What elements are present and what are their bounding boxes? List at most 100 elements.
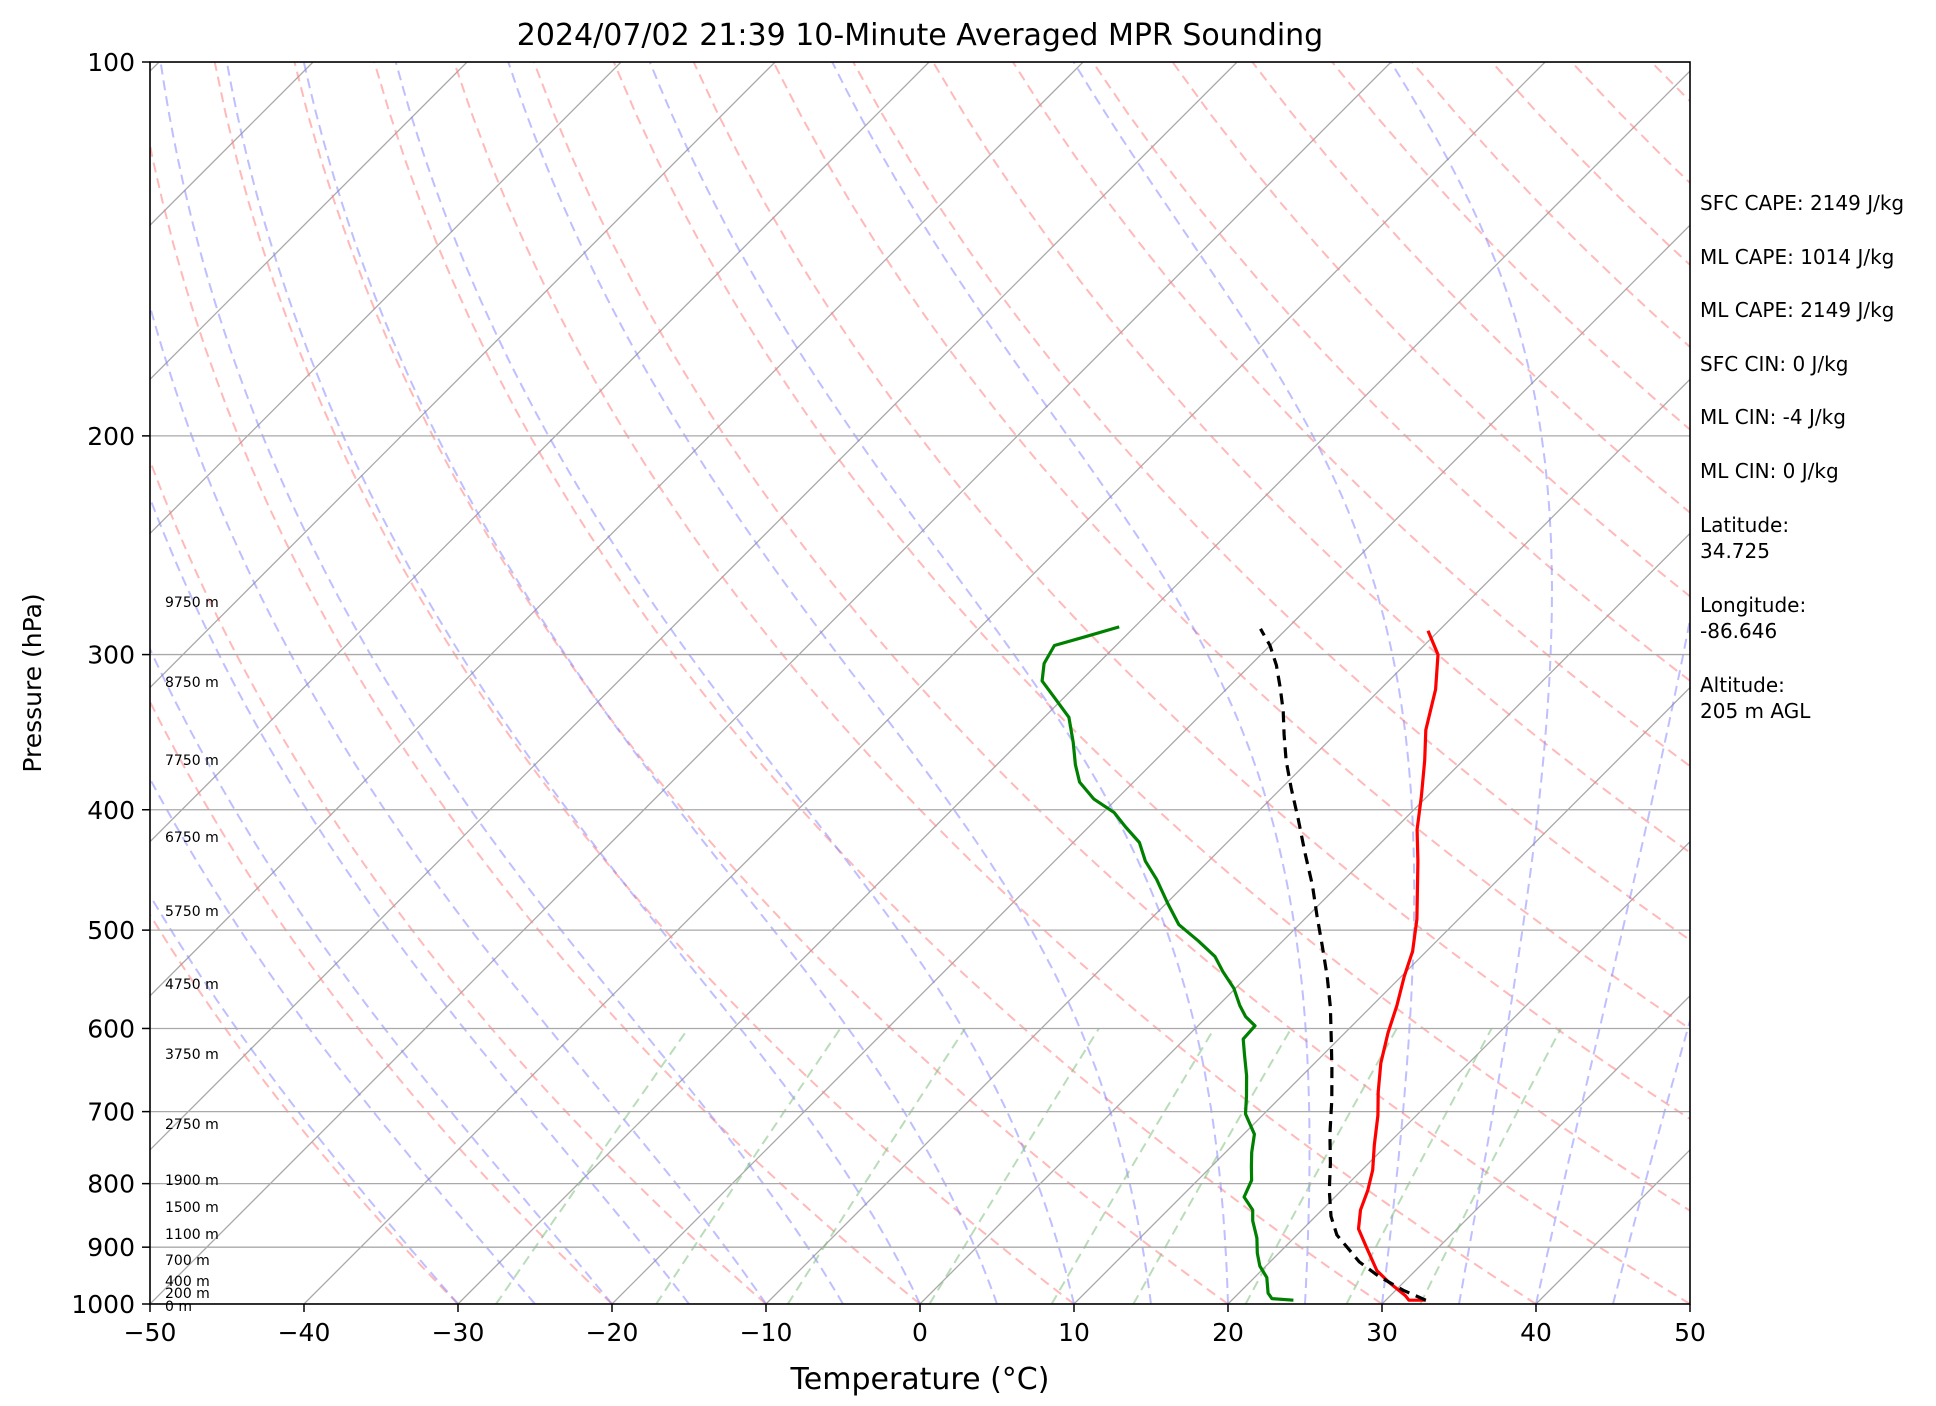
height-labels: 9750 m 8750 m 7750 m 6750 m 5750 m 4750 …: [165, 595, 219, 1315]
temperature-line: [1356, 630, 1440, 1302]
x-tick-label: 50: [1674, 1318, 1706, 1347]
sfc-cape-text: SFC CAPE: 2149 J/kg: [1700, 191, 1904, 215]
mixing-ratio-line: [1050, 1027, 1216, 1304]
side-panel: SFC CAPE: 2149 J/kg ML CAPE: 1014 J/kg M…: [1700, 191, 1904, 723]
x-tick-label: 10: [1058, 1318, 1090, 1347]
plot-frame: [149, 61, 1691, 1305]
x-tick-label: −50: [124, 1318, 177, 1347]
height-label-1100: 1100 m: [165, 1227, 219, 1243]
isotherm-line: [150, 62, 622, 535]
x-tick-label: −30: [432, 1318, 485, 1347]
moist-adiabat-line: [831, 62, 1311, 1304]
moist-adiabat-line: [150, 646, 613, 1304]
isotherm-line: [457, 70, 1690, 1304]
x-axis: −50 −40 −30 −20 −10 0 10 20 30 40 50: [124, 1304, 1706, 1347]
moist-adiabat-line: [150, 302, 767, 1304]
isotherm-line: [1227, 840, 1690, 1304]
moist-adiabat-line: [159, 62, 844, 1304]
sfc-cin-text: SFC CIN: 0 J/kg: [1700, 352, 1848, 376]
mixing-ratio-line: [928, 1027, 1100, 1304]
dry-adiabat-line: [1171, 62, 1690, 598]
moist-adiabat-line: [150, 893, 459, 1304]
latitude-value: 34.725: [1700, 539, 1770, 563]
height-label-5750: 5750 m: [165, 904, 219, 920]
height-label-400: 400 m: [165, 1274, 210, 1290]
dry-adiabat-line: [612, 62, 1690, 1212]
isotherm-line: [303, 62, 1546, 1304]
moist-adiabat-line: [150, 776, 536, 1304]
y-tick-label: 100: [87, 48, 135, 77]
isotherm-line: [150, 62, 1084, 997]
isotherm-line: [765, 378, 1690, 1304]
isotherm-line: [150, 62, 468, 381]
dry-adiabat-line: [150, 457, 767, 1304]
x-axis-label: Temperature (°C): [790, 1362, 1050, 1397]
y-tick-label: 200: [87, 422, 135, 451]
mixing-ratio-line: [655, 1027, 842, 1304]
moist-adiabat-line: [507, 62, 1152, 1304]
height-label-9750: 9750 m: [165, 595, 219, 611]
height-label-1900: 1900 m: [165, 1173, 219, 1189]
ml-cape-text: ML CAPE: 1014 J/kg: [1700, 245, 1894, 269]
y-tick-label: 900: [87, 1233, 135, 1262]
isotherm-line: [150, 62, 776, 689]
height-label-2750: 2750 m: [165, 1117, 219, 1133]
moist-adiabat-line: [1072, 62, 1416, 1304]
y-tick-label: 400: [87, 796, 135, 825]
x-tick-label: −10: [740, 1318, 793, 1347]
dry-adiabat-line: [150, 140, 921, 1304]
mixing-ratio-line: [1419, 1028, 1562, 1304]
dry-adiabat-line: [692, 62, 1690, 1121]
x-tick-label: 30: [1366, 1318, 1398, 1347]
mixing-ratio-line: [1345, 1028, 1493, 1304]
mixing-ratio-line: [786, 1027, 966, 1304]
dry-adiabat-line: [1091, 62, 1690, 683]
dry-adiabat-line: [213, 62, 1075, 1304]
ml-cape-text-2: ML CAPE: 2149 J/kg: [1700, 298, 1894, 322]
moist-adiabat-line: [394, 62, 1075, 1304]
moist-adiabat-line: [1389, 62, 1554, 1304]
longitude-value: -86.646: [1700, 619, 1777, 643]
isobar-grid: [150, 62, 1690, 1304]
isotherm-line: [1381, 994, 1690, 1304]
dry-adiabat-line: [373, 62, 1383, 1304]
ml-cin-text-2: ML CIN: 0 J/kg: [1700, 459, 1839, 483]
height-label-8750: 8750 m: [165, 675, 219, 691]
moist-adiabat-line: [1535, 614, 1690, 1304]
y-axis-label: Pressure (hPa): [18, 593, 47, 772]
dry-adiabat-line: [932, 62, 1690, 854]
dry-adiabat-line: [852, 62, 1690, 942]
altitude-label: Altitude:: [1700, 673, 1785, 697]
x-tick-label: −40: [278, 1318, 331, 1347]
moist-adiabat-line: [302, 62, 998, 1304]
dewpoint-line: [1040, 625, 1294, 1302]
y-axis: 100 200 300 400 500 600 700 800 900 1000: [71, 48, 150, 1319]
height-label-700: 700 m: [165, 1253, 210, 1269]
height-label-3750: 3750 m: [165, 1047, 219, 1063]
dry-adiabat-line: [150, 912, 459, 1304]
moist-adiabat-line: [225, 62, 921, 1304]
isotherm-line: [150, 62, 1238, 1151]
y-tick-label: 600: [87, 1014, 135, 1043]
height-label-6750: 6750 m: [165, 830, 219, 846]
isotherm-line: [1073, 686, 1690, 1304]
latitude-label: Latitude:: [1700, 513, 1789, 537]
isotherm-line: [150, 62, 1392, 1304]
dry-adiabat-line: [453, 62, 1537, 1304]
isotherm-line: [0, 62, 5, 1304]
x-tick-label: 40: [1520, 1318, 1552, 1347]
y-tick-label: 1000: [71, 1290, 135, 1319]
height-label-200: 200 m: [165, 1286, 210, 1302]
dry-adiabat-line: [150, 699, 613, 1304]
isotherm-line: [611, 224, 1690, 1304]
mixing-ratio-line: [495, 1027, 690, 1304]
y-tick-label: 800: [87, 1170, 135, 1199]
dry-adiabat-line: [532, 62, 1690, 1304]
chart-title: 2024/07/02 21:39 10-Minute Averaged MPR …: [517, 18, 1323, 53]
series-layer: [1040, 625, 1440, 1302]
moist-adiabat-line: [648, 62, 1229, 1304]
x-tick-label: −20: [586, 1318, 639, 1347]
isotherm-line: [150, 62, 930, 843]
